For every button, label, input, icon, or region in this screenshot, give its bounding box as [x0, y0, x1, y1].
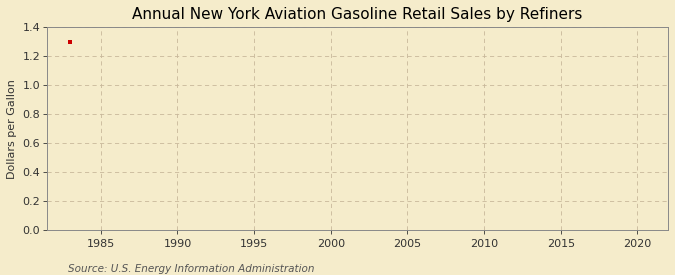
Y-axis label: Dollars per Gallon: Dollars per Gallon	[7, 79, 17, 179]
Title: Annual New York Aviation Gasoline Retail Sales by Refiners: Annual New York Aviation Gasoline Retail…	[132, 7, 583, 22]
Text: Source: U.S. Energy Information Administration: Source: U.S. Energy Information Administ…	[68, 264, 314, 274]
